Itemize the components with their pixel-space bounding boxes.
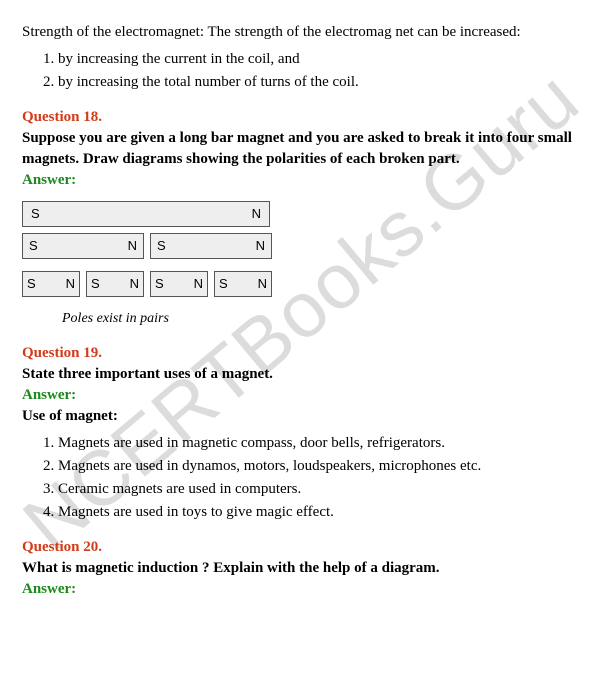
question-label: Question 20. — [22, 539, 102, 555]
pole-label: S — [29, 237, 38, 255]
bar-magnet-quarter: S N — [22, 271, 80, 297]
intro-paragraph: Strength of the electromagnet: The stren… — [22, 22, 580, 43]
pole-label: S — [27, 275, 36, 293]
bar-magnet-full: S N — [22, 201, 270, 227]
bar-magnet-quarter: S N — [86, 271, 144, 297]
bar-row-halves: S N S N — [22, 233, 580, 265]
question-text: Suppose you are given a long bar magnet … — [22, 130, 572, 167]
list-item: by increasing the current in the coil, a… — [58, 49, 580, 70]
pole-label: N — [66, 275, 75, 293]
question-text: What is magnetic induction ? Explain wit… — [22, 560, 440, 576]
bar-row-quarters: S N S N S N S N — [22, 271, 580, 303]
pole-label: S — [31, 205, 40, 223]
pole-label: N — [128, 237, 137, 255]
magnet-diagram: S N S N S N S N S N S N — [22, 201, 580, 329]
diagram-caption: Poles exist in pairs — [22, 309, 580, 329]
list-item: by increasing the total number of turns … — [58, 72, 580, 93]
bar-magnet-half: S N — [150, 233, 272, 259]
intro-list: by increasing the current in the coil, a… — [22, 49, 580, 93]
uses-list: Magnets are used in magnetic compass, do… — [22, 433, 580, 523]
pole-label: S — [157, 237, 166, 255]
pole-label: N — [130, 275, 139, 293]
answer-label: Answer: — [22, 387, 76, 403]
list-item: Magnets are used in toys to give magic e… — [58, 502, 580, 523]
pole-label: S — [219, 275, 228, 293]
pole-label: N — [194, 275, 203, 293]
page-content: Strength of the electromagnet: The stren… — [22, 22, 580, 600]
question-label: Question 19. — [22, 345, 102, 361]
bar-magnet-quarter: S N — [214, 271, 272, 297]
question-label: Question 18. — [22, 109, 102, 125]
bar-magnet-quarter: S N — [150, 271, 208, 297]
pole-label: N — [258, 275, 267, 293]
list-item: Magnets are used in magnetic compass, do… — [58, 433, 580, 454]
list-item: Magnets are used in dynamos, motors, lou… — [58, 456, 580, 477]
pole-label: S — [91, 275, 100, 293]
answer-subheading: Use of magnet: — [22, 408, 118, 424]
pole-label: N — [256, 237, 265, 255]
pole-label: S — [155, 275, 164, 293]
answer-label: Answer: — [22, 581, 76, 597]
question-text: State three important uses of a magnet. — [22, 366, 273, 382]
answer-label: Answer: — [22, 172, 76, 188]
pole-label: N — [252, 205, 261, 223]
list-item: Ceramic magnets are used in computers. — [58, 479, 580, 500]
bar-magnet-half: S N — [22, 233, 144, 259]
